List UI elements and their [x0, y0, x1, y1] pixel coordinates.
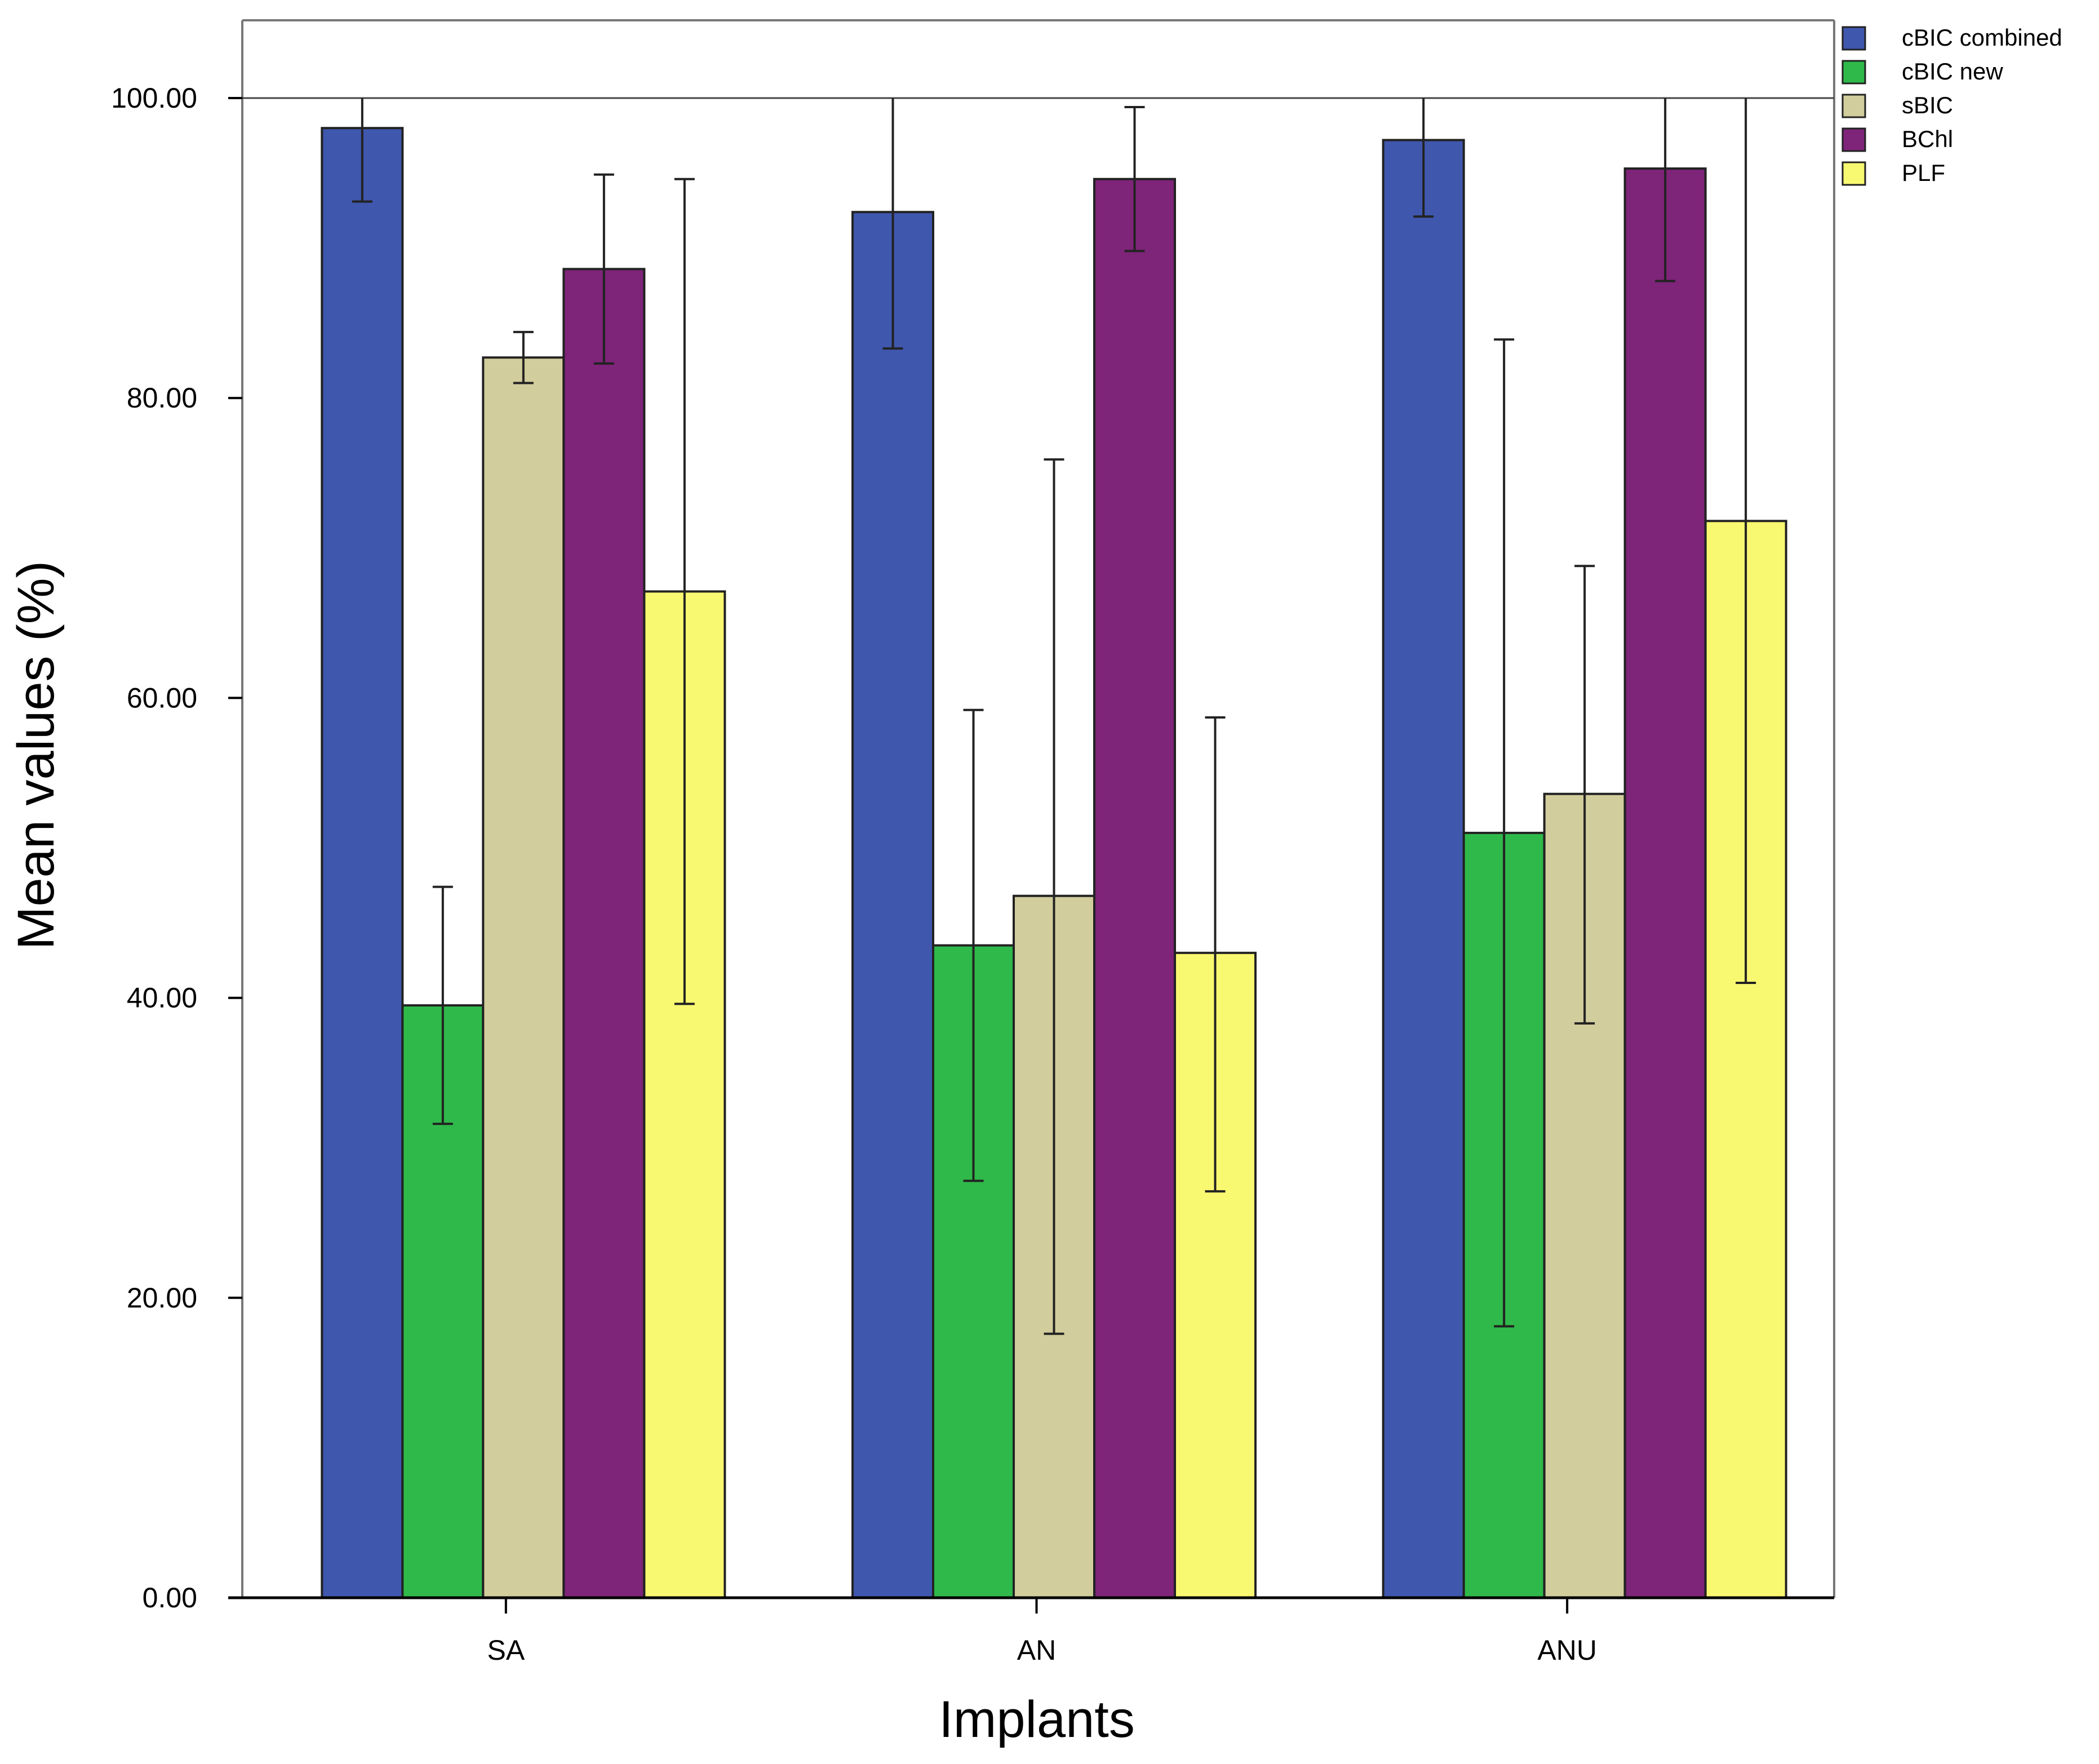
legend-swatch-PLF	[1841, 161, 1866, 186]
legend: cBIC combined cBIC new sBIC BChl PLF	[1841, 24, 2062, 186]
x-tick-label-SA: SA	[487, 1634, 525, 1666]
legend-label-cBIC-new: cBIC new	[1902, 58, 2003, 85]
bar-SA-BChl	[562, 268, 646, 1599]
y-tick-label-2: 40.00	[127, 982, 197, 1014]
bar-SA-cBIC-combined	[321, 127, 404, 1599]
y-tick-label-5: 100.00	[111, 82, 197, 114]
legend-swatch-cBIC-new	[1841, 60, 1866, 85]
legend-label-BChl: BChl	[1902, 126, 1953, 152]
y-tick-label-4: 80.00	[127, 382, 197, 414]
x-tick-label-ANU: ANU	[1537, 1634, 1597, 1666]
legend-swatch-cBIC-combined	[1841, 26, 1866, 51]
x-tick-label-AN: AN	[1017, 1634, 1056, 1666]
error-bars-group	[352, 98, 1756, 1335]
y-tick-label-1: 20.00	[127, 1282, 197, 1314]
bar-AN-BChl	[1093, 178, 1176, 1599]
y-tick-label-3: 60.00	[127, 682, 197, 713]
legend-label-cBIC-combined: cBIC combined	[1902, 24, 2062, 51]
x-axis-title: Implants	[939, 1691, 1135, 1748]
legend-label-sBIC: sBIC	[1902, 92, 1953, 118]
legend-swatch-BChl	[1841, 127, 1866, 152]
y-axis-title: Mean values (%)	[7, 561, 65, 950]
y-tick-label-0: 0.00	[143, 1582, 197, 1614]
axes-group: 0.00 20.00 40.00 60.00 80.00 100.00 SA AN ANU	[111, 82, 1834, 1666]
bar-AN-cBIC-combined	[851, 211, 934, 1599]
legend-swatch-sBIC	[1841, 94, 1866, 118]
legend-label-PLF: PLF	[1902, 159, 1945, 186]
bar-ANU-BChl	[1623, 167, 1707, 1599]
bar-SA-sBIC	[482, 356, 565, 1599]
plot-frame	[228, 19, 1835, 1598]
bar-ANU-cBIC-combined	[1382, 139, 1465, 1599]
